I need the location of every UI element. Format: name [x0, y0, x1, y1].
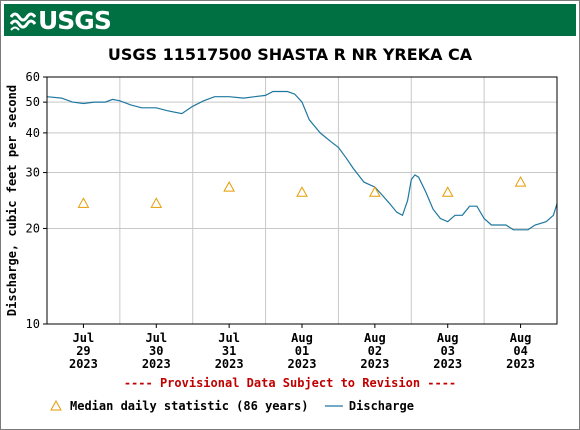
x-tick-label: 2023: [433, 357, 462, 371]
x-axis: Jul292023Jul302023Jul312023Aug012023Aug0…: [69, 324, 535, 371]
x-tick-label: 02: [368, 344, 382, 358]
x-tick-label: 01: [295, 344, 309, 358]
median-marker: [223, 181, 235, 192]
usgs-wave-icon: [10, 12, 36, 31]
x-tick-label: Jul: [145, 331, 167, 345]
chart-title: USGS 11517500 SHASTA R NR YREKA CA: [108, 45, 473, 64]
median-marker: [514, 176, 527, 187]
y-tick-label: 20: [26, 221, 40, 235]
x-tick-label: 2023: [360, 357, 389, 371]
y-tick-label: 40: [26, 126, 40, 140]
x-tick-label: 2023: [288, 357, 317, 371]
series-layer: [47, 90, 557, 231]
x-tick-label: 31: [222, 344, 236, 358]
y-axis: 10 20 30 40 50 60: [26, 70, 47, 331]
usgs-logo[interactable]: USGS: [10, 5, 112, 35]
x-tick-label: 2023: [506, 357, 535, 371]
x-tick-label: 2023: [215, 357, 244, 371]
legend: Median daily statistic (86 years) Dischar…: [50, 399, 414, 413]
x-tick-label: Aug: [291, 331, 313, 345]
y-axis-label: Discharge, cubic feet per second: [5, 85, 19, 316]
legend-label: Discharge: [349, 399, 414, 413]
x-tick-label: 04: [513, 344, 527, 358]
y-tick-label: 30: [26, 166, 40, 180]
legend-median-icon: [50, 399, 62, 411]
median-marker: [441, 186, 454, 197]
median-marker: [296, 186, 308, 197]
usgs-logo-text: USGS: [38, 5, 112, 35]
median-marker: [150, 197, 163, 208]
x-tick-label: 30: [149, 344, 163, 358]
x-tick-label: Aug: [437, 331, 459, 345]
median-marker: [369, 186, 381, 197]
x-tick-label: 2023: [142, 357, 171, 371]
legend-label: Median daily statistic (86 years): [70, 399, 308, 413]
x-tick-label: Aug: [364, 331, 386, 345]
x-tick-label: 29: [76, 344, 90, 358]
provisional-data-note: ---- Provisional Data Subject to Revisio…: [124, 376, 456, 390]
y-tick-label: 50: [26, 95, 40, 109]
x-tick-label: Aug: [510, 331, 532, 345]
discharge-line: [47, 90, 557, 231]
usgs-header-banner: USGS: [4, 4, 576, 36]
y-tick-label: 10: [26, 317, 40, 331]
x-tick-label: Jul: [73, 331, 95, 345]
median-marker: [77, 197, 90, 208]
x-tick-label: 03: [440, 344, 454, 358]
y-tick-label: 60: [26, 70, 40, 84]
x-tick-label: 2023: [69, 357, 98, 371]
grid-layer: [47, 76, 557, 325]
x-tick-label: Jul: [218, 331, 240, 345]
plot-area-border: [46, 76, 558, 325]
